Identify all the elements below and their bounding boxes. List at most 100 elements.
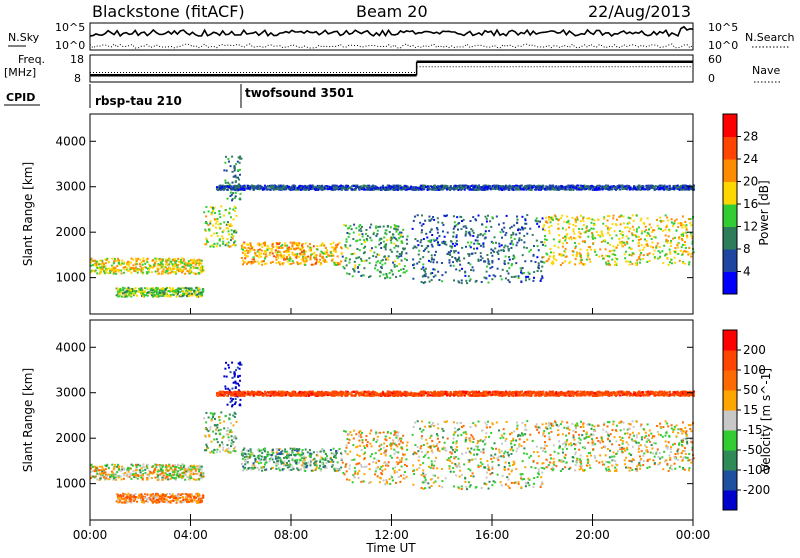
power-point [564, 236, 566, 238]
power-point [401, 251, 403, 253]
power-point [369, 187, 371, 189]
power-point [679, 260, 681, 262]
freq-label: Freq. [18, 53, 45, 66]
velocity-point [142, 470, 144, 472]
power-point [552, 188, 554, 190]
power-point [480, 255, 482, 257]
power-point [480, 252, 482, 254]
power-point [170, 261, 172, 263]
power-point [280, 253, 282, 255]
power-point [457, 280, 459, 282]
velocity-point [172, 471, 174, 473]
velocity-point [108, 474, 110, 476]
power-point [662, 220, 664, 222]
power-point [546, 260, 548, 262]
power-point [624, 257, 626, 259]
power-point [525, 223, 527, 225]
velocity-point [132, 473, 134, 475]
velocity-point [195, 493, 197, 495]
power-point [201, 271, 203, 273]
power-point [572, 250, 574, 252]
power-point [435, 188, 437, 190]
range-tick-label: 1000 [55, 271, 86, 285]
power-point [464, 275, 466, 277]
velocity-point [178, 467, 180, 469]
power-point [544, 235, 546, 237]
power-point [655, 236, 657, 238]
power-point [315, 262, 317, 264]
power-point [231, 171, 233, 173]
power-point [449, 254, 451, 256]
power-point [389, 249, 391, 251]
power-point [649, 223, 651, 225]
power-point [311, 264, 313, 266]
power-point [425, 273, 427, 275]
power-point [108, 261, 110, 263]
power-colorbar-swatch [723, 272, 737, 295]
power-point [320, 264, 322, 266]
power-point [508, 189, 510, 191]
power-point [345, 225, 347, 227]
velocity-point [170, 467, 172, 469]
power-point [269, 252, 271, 254]
power-point [216, 186, 218, 188]
power-point [156, 293, 158, 295]
power-point [348, 273, 350, 275]
power-point [360, 258, 362, 260]
power-point [279, 263, 281, 265]
power-point [221, 188, 223, 190]
power-point [582, 220, 584, 222]
velocity-point [166, 474, 168, 476]
power-point [320, 251, 322, 253]
power-point [224, 179, 226, 181]
power-point [533, 271, 535, 273]
power-point [488, 263, 490, 265]
power-point [155, 260, 157, 262]
power-point [445, 244, 447, 246]
power-point [490, 248, 492, 250]
velocity-point [157, 474, 159, 476]
power-point [566, 216, 568, 218]
power-point [180, 294, 182, 296]
power-point [372, 186, 374, 188]
velocity-point [96, 467, 98, 469]
power-point [441, 274, 443, 276]
power-point [230, 223, 232, 225]
power-point [513, 189, 515, 191]
power-point [536, 217, 538, 219]
power-point [135, 258, 137, 260]
power-point [629, 228, 631, 230]
power-point [477, 236, 479, 238]
power-point [528, 187, 530, 189]
power-point [468, 188, 470, 190]
power-point [393, 185, 395, 187]
power-point [685, 224, 687, 226]
power-point [465, 186, 467, 188]
power-point [552, 219, 554, 221]
power-point [629, 217, 631, 219]
power-point [619, 241, 621, 243]
power-point [616, 247, 618, 249]
power-point [617, 185, 619, 187]
power-colorbar-tick-label: 28 [743, 130, 758, 144]
power-point [586, 249, 588, 251]
power-point [454, 226, 456, 228]
power-point [285, 185, 287, 187]
power-point [689, 253, 691, 255]
power-point [142, 260, 144, 262]
power-point [142, 264, 144, 266]
power-point [649, 260, 651, 262]
power-point [310, 257, 312, 259]
power-point [609, 250, 611, 252]
power-point [628, 230, 630, 232]
power-point [388, 185, 390, 187]
power-point [354, 264, 356, 266]
power-point [520, 267, 522, 269]
power-point [490, 252, 492, 254]
power-point [361, 233, 363, 235]
power-point [268, 247, 270, 249]
power-point [636, 231, 638, 233]
power-point [340, 246, 342, 248]
power-point [113, 262, 115, 264]
